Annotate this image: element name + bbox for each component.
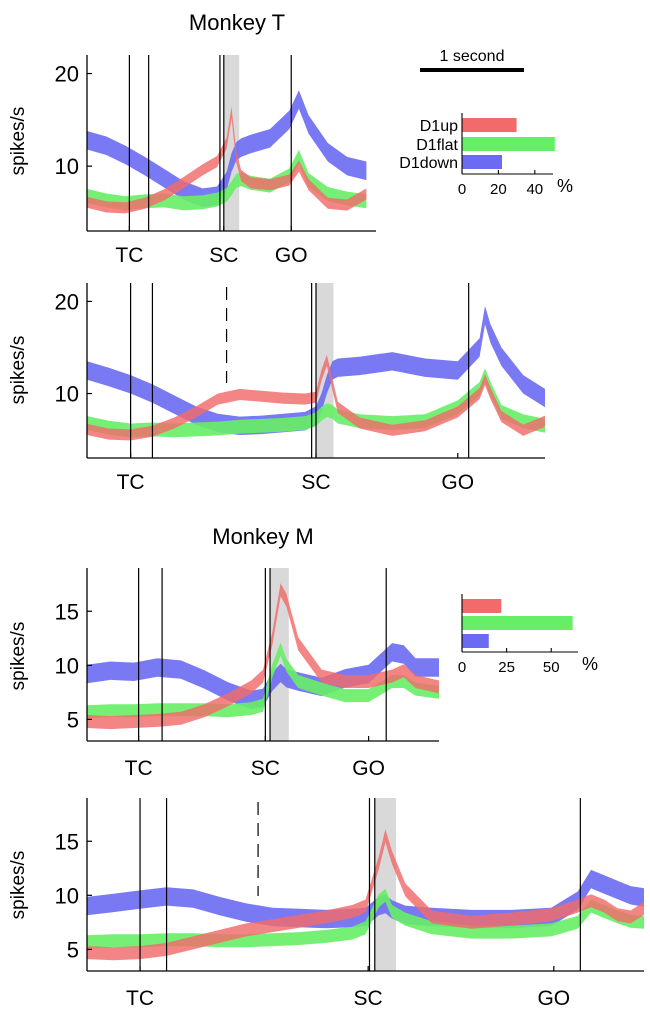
- bar-x-tick-label-0: 0: [458, 181, 466, 198]
- bar-x-tick-label-25: 25: [498, 659, 515, 676]
- y-tick-label-15: 15: [55, 829, 79, 854]
- fraction-bars-monkey-m: 0 25 50%: [458, 594, 598, 676]
- y-axis-label: spikes/s: [8, 851, 29, 920]
- psth-panel-monkey-t-2: 10 20 spikes/s TC SC GO: [8, 283, 545, 494]
- event-label-tc: TC: [126, 987, 154, 1010]
- psth-panel-monkey-m-1: 5 10 15 spikes/s TC SC GO: [8, 568, 439, 780]
- y-tick-label-15: 15: [55, 599, 79, 624]
- y-tick-label-5: 5: [67, 707, 79, 732]
- event-label-go: GO: [441, 471, 474, 494]
- bar-x-tick-label-50: 50: [543, 659, 560, 676]
- bar-label-d1down: D1down: [399, 155, 458, 172]
- y-axis-label: spikes/s: [8, 336, 29, 405]
- y-tick-label-10: 10: [55, 883, 79, 908]
- y-tick-label-10: 10: [55, 382, 79, 407]
- event-label-go: GO: [352, 757, 385, 780]
- title-monkey-m: Monkey M: [212, 524, 313, 549]
- event-label-go: GO: [537, 987, 570, 1010]
- y-tick-label-20: 20: [55, 62, 79, 87]
- bar-label-d1up: D1up: [420, 118, 458, 135]
- series-band-d1down: [87, 869, 644, 929]
- bar-d1flat: [462, 137, 555, 151]
- series-band-d1up: [87, 106, 367, 214]
- series-band-d1up: [87, 829, 644, 961]
- title-monkey-t: Monkey T: [189, 10, 285, 35]
- scale-bar: 1 second: [420, 48, 524, 72]
- event-label-tc: TC: [125, 757, 153, 780]
- event-label-sc: SC: [301, 471, 330, 494]
- bar-d1up: [462, 118, 517, 132]
- bar-unit-label: %: [557, 176, 573, 196]
- event-label-tc: TC: [115, 244, 143, 267]
- sc-shade-window: [374, 798, 397, 971]
- bar-x-tick-label-20: 20: [490, 181, 507, 198]
- scale-bar-label: 1 second: [440, 48, 505, 65]
- bar-unit-label: %: [582, 654, 598, 674]
- bar-x-tick-label-40: 40: [526, 181, 543, 198]
- event-label-tc: TC: [117, 471, 145, 494]
- bar-d1down: [462, 155, 503, 169]
- series-band-d1down: [87, 90, 367, 207]
- psth-panel-monkey-m-2: 5 10 15 spikes/s TC SC GO: [8, 798, 644, 1010]
- y-tick-label-10: 10: [55, 653, 79, 678]
- psth-panel-monkey-t-1: 10 20 spikes/s TC SC GO: [8, 55, 376, 267]
- bar-label-d1flat: D1flat: [416, 137, 458, 154]
- bar-x-tick-label-0: 0: [458, 659, 466, 676]
- y-tick-label-20: 20: [55, 289, 79, 314]
- series-band-d1flat: [87, 888, 644, 949]
- bar-d1flat: [462, 616, 573, 630]
- event-label-sc: SC: [209, 244, 238, 267]
- y-axis-label: spikes/s: [8, 622, 29, 691]
- series-band-d1flat: [87, 642, 439, 719]
- bar-d1up: [462, 599, 502, 613]
- event-label-sc: SC: [354, 987, 383, 1010]
- event-label-sc: SC: [251, 757, 280, 780]
- y-tick-label-5: 5: [67, 937, 79, 962]
- y-tick-label-10: 10: [55, 154, 79, 179]
- y-axis-label: spikes/s: [8, 107, 29, 176]
- bar-d1down: [462, 634, 489, 648]
- event-label-go: GO: [275, 244, 308, 267]
